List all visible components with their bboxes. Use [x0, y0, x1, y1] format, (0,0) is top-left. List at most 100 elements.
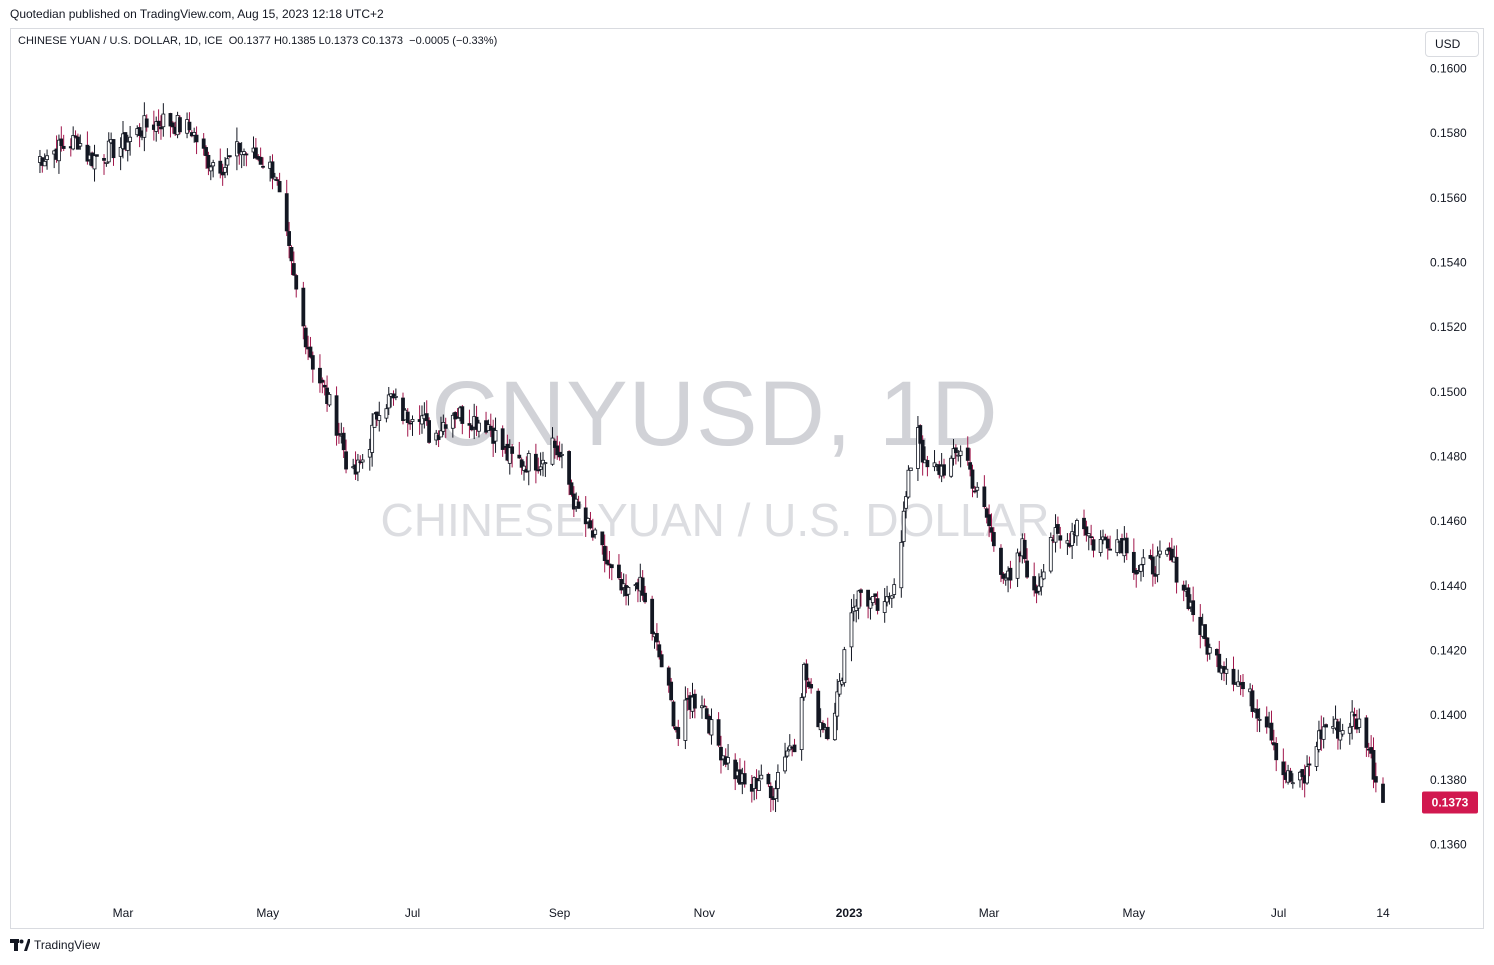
candle-body[interactable] — [128, 136, 133, 142]
candle-body[interactable] — [123, 132, 128, 150]
candle-body[interactable] — [320, 379, 325, 383]
candle-body[interactable] — [1074, 520, 1079, 537]
candle-body[interactable] — [968, 462, 973, 470]
candle-body[interactable] — [825, 726, 830, 740]
candle-body[interactable] — [683, 699, 688, 741]
candle-body[interactable] — [899, 541, 904, 589]
candle-body[interactable] — [536, 469, 541, 472]
candle-body[interactable] — [237, 142, 242, 154]
candle-body[interactable] — [1058, 535, 1063, 541]
candle-body[interactable] — [785, 750, 790, 757]
candle-body[interactable] — [669, 681, 674, 701]
candle-body[interactable] — [576, 501, 581, 509]
candle-body[interactable] — [1264, 716, 1269, 728]
candle-body[interactable] — [1065, 540, 1070, 544]
candle-body[interactable] — [261, 165, 265, 168]
candle-body[interactable] — [1015, 552, 1020, 579]
candle-body[interactable] — [272, 176, 277, 180]
candle-body[interactable] — [1181, 584, 1186, 591]
candle-body[interactable] — [802, 664, 806, 698]
candle-body[interactable] — [1086, 533, 1091, 537]
candle-body[interactable] — [859, 589, 863, 593]
candle-body[interactable] — [953, 447, 958, 454]
candle-body[interactable] — [507, 447, 512, 464]
candle-body[interactable] — [500, 428, 505, 450]
candle-body[interactable] — [1186, 587, 1191, 610]
candle-body[interactable] — [809, 684, 814, 689]
candle-body[interactable] — [609, 564, 614, 569]
candle-body[interactable] — [386, 394, 391, 409]
candle-body[interactable] — [1098, 539, 1103, 553]
candle-body[interactable] — [1288, 770, 1293, 782]
candle-body[interactable] — [178, 117, 182, 133]
candle-body[interactable] — [301, 287, 306, 327]
candle-body[interactable] — [1048, 537, 1053, 572]
candle-body[interactable] — [377, 415, 382, 421]
candle-body[interactable] — [337, 433, 341, 435]
candle-body[interactable] — [991, 532, 996, 547]
candle-body[interactable] — [92, 155, 97, 170]
candle-body[interactable] — [1217, 653, 1222, 673]
candle-body[interactable] — [1321, 726, 1326, 740]
candle-body[interactable] — [982, 486, 987, 508]
candle-body[interactable] — [650, 598, 655, 634]
candle-body[interactable] — [1324, 724, 1328, 728]
candle-body[interactable] — [322, 384, 327, 388]
candle-body[interactable] — [1103, 536, 1108, 541]
candle-body[interactable] — [220, 171, 225, 176]
candle-body[interactable] — [294, 275, 299, 290]
candle-body[interactable] — [799, 697, 804, 750]
candle-body[interactable] — [1134, 569, 1139, 575]
candle-body[interactable] — [206, 154, 211, 169]
candle-body[interactable] — [804, 663, 809, 681]
candle-body[interactable] — [201, 138, 206, 149]
candle-body[interactable] — [541, 459, 545, 465]
candle-body[interactable] — [356, 459, 360, 473]
candle-body[interactable] — [533, 453, 538, 471]
candle-body[interactable] — [709, 719, 714, 736]
candle-body[interactable] — [586, 518, 590, 523]
candle-body[interactable] — [832, 712, 837, 741]
candle-body[interactable] — [816, 690, 821, 728]
candle-body[interactable] — [1357, 718, 1362, 728]
candle-body[interactable] — [111, 139, 116, 159]
candle-body[interactable] — [626, 587, 631, 595]
candle-body[interactable] — [719, 746, 723, 761]
candle-body[interactable] — [1150, 556, 1155, 575]
candle-body[interactable] — [1037, 585, 1041, 592]
candle-body[interactable] — [949, 457, 954, 477]
candle-body[interactable] — [384, 408, 389, 419]
candle-body[interactable] — [1338, 731, 1343, 741]
candle-body[interactable] — [1305, 766, 1309, 784]
candle-body[interactable] — [1281, 761, 1286, 776]
candle-body[interactable] — [654, 633, 659, 643]
candle-body[interactable] — [676, 727, 681, 739]
candle-body[interactable] — [759, 774, 764, 780]
candle-body[interactable] — [1158, 550, 1162, 555]
candle-body[interactable] — [334, 395, 339, 436]
candle-body[interactable] — [972, 490, 977, 493]
candle-body[interactable] — [555, 445, 560, 456]
candle-body[interactable] — [875, 598, 880, 611]
candle-body[interactable] — [1082, 517, 1086, 530]
candle-body[interactable] — [1350, 711, 1355, 727]
candle-body[interactable] — [370, 424, 375, 453]
candle-body[interactable] — [137, 127, 142, 136]
candle-body[interactable] — [538, 466, 543, 470]
candle-body[interactable] — [889, 595, 894, 599]
candle-body[interactable] — [1191, 600, 1196, 616]
candle-body[interactable] — [904, 496, 908, 509]
candle-body[interactable] — [768, 785, 773, 799]
candle-body[interactable] — [318, 367, 322, 384]
candle-body[interactable] — [1214, 648, 1219, 656]
candle-body[interactable] — [1248, 688, 1253, 693]
candle-body[interactable] — [522, 465, 526, 471]
candle-body[interactable] — [975, 486, 980, 491]
candle-body[interactable] — [161, 113, 166, 128]
candle-body[interactable] — [1070, 531, 1075, 546]
candle-body[interactable] — [835, 691, 840, 717]
candle-body[interactable] — [310, 355, 315, 370]
candle-body[interactable] — [965, 447, 970, 461]
candle-body[interactable] — [1084, 526, 1089, 536]
candle-body[interactable] — [1022, 539, 1027, 560]
